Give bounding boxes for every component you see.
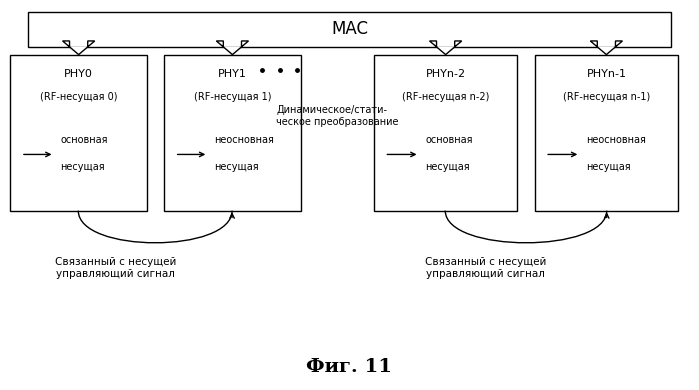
Text: PHYn-2: PHYn-2 [426,69,466,79]
Bar [535,55,678,211]
Bar [28,12,671,47]
Text: (RF-несущая n-2): (RF-несущая n-2) [402,92,489,103]
PathPatch shape [217,41,249,55]
PathPatch shape [590,41,623,55]
Text: (RF-несущая 0): (RF-несущая 0) [40,92,117,103]
Text: Связанный с несущей
управляющий сигнал: Связанный с несущей управляющий сигнал [425,257,547,279]
Text: PHY0: PHY0 [64,69,93,79]
Text: MAC: MAC [331,20,368,38]
Text: Связанный с несущей
управляющий сигнал: Связанный с несущей управляющий сигнал [55,257,176,279]
Bar [10,55,147,211]
Text: неосновная: неосновная [214,135,274,145]
Text: несущая: несущая [214,162,259,172]
PathPatch shape [429,41,462,55]
Text: PHYn-1: PHYn-1 [586,69,626,79]
Text: (RF-несущая 1): (RF-несущая 1) [194,92,271,103]
Text: несущая: несущая [586,162,630,172]
PathPatch shape [63,41,95,55]
Text: основная: основная [60,135,108,145]
Text: несущая: несущая [60,162,105,172]
Text: несущая: несущая [425,162,470,172]
Text: PHY1: PHY1 [218,69,247,79]
Bar [164,55,301,211]
Text: неосновная: неосновная [586,135,646,145]
Text: основная: основная [425,135,473,145]
Text: (RF-несущая n-1): (RF-несущая n-1) [563,92,650,103]
Bar [374,55,517,211]
Text: Динамическое/стати-
ческое преобразование: Динамическое/стати- ческое преобразовани… [276,105,398,127]
Text: Фиг. 11: Фиг. 11 [306,358,393,376]
